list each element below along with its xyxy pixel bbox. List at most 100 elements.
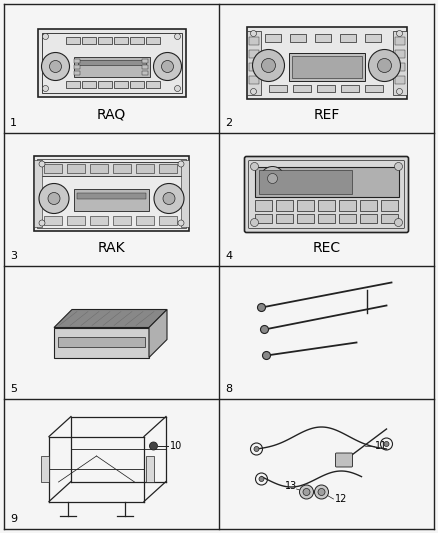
Circle shape xyxy=(314,485,328,499)
Circle shape xyxy=(300,485,314,499)
Bar xyxy=(254,200,272,211)
Bar xyxy=(340,85,358,92)
Bar xyxy=(247,30,261,94)
Circle shape xyxy=(259,477,264,481)
Bar xyxy=(141,70,148,75)
Circle shape xyxy=(178,220,184,226)
Bar xyxy=(248,36,258,44)
Text: 9: 9 xyxy=(10,514,17,524)
Bar xyxy=(292,55,361,77)
Bar xyxy=(395,50,405,58)
Polygon shape xyxy=(54,310,167,327)
Bar xyxy=(360,200,377,211)
Bar xyxy=(146,456,154,482)
Bar xyxy=(318,200,335,211)
Bar xyxy=(136,215,154,224)
Circle shape xyxy=(153,52,181,80)
Bar xyxy=(37,159,186,228)
Bar xyxy=(159,164,177,173)
Circle shape xyxy=(174,85,180,92)
Circle shape xyxy=(252,50,285,82)
Bar xyxy=(181,160,189,227)
Bar xyxy=(293,85,311,92)
Bar xyxy=(289,52,364,80)
Bar xyxy=(159,215,177,224)
Circle shape xyxy=(368,50,400,82)
Bar xyxy=(395,76,405,84)
Circle shape xyxy=(251,30,257,36)
Bar xyxy=(339,214,356,223)
Bar xyxy=(130,80,144,87)
Bar xyxy=(54,327,149,358)
Circle shape xyxy=(261,166,285,190)
Circle shape xyxy=(384,441,389,447)
Text: 10: 10 xyxy=(170,441,182,451)
Bar xyxy=(74,56,149,77)
Bar xyxy=(77,192,146,198)
Bar xyxy=(339,200,356,211)
Circle shape xyxy=(42,85,49,92)
Bar xyxy=(364,34,381,42)
Circle shape xyxy=(268,174,278,183)
Bar xyxy=(290,34,305,42)
Bar xyxy=(81,80,95,87)
Text: 3: 3 xyxy=(10,251,17,261)
Bar xyxy=(145,36,159,44)
Text: REC: REC xyxy=(312,241,341,255)
Bar xyxy=(44,215,62,224)
Bar xyxy=(81,36,95,44)
Circle shape xyxy=(49,61,61,72)
Bar xyxy=(297,214,314,223)
Circle shape xyxy=(261,326,268,334)
Polygon shape xyxy=(149,310,167,358)
Circle shape xyxy=(48,192,60,205)
Circle shape xyxy=(162,61,173,72)
Bar xyxy=(90,215,108,224)
Bar xyxy=(381,214,398,223)
Bar xyxy=(34,156,189,231)
Bar xyxy=(317,85,335,92)
Circle shape xyxy=(378,59,392,72)
Bar xyxy=(314,34,331,42)
Circle shape xyxy=(154,183,184,214)
Bar xyxy=(136,164,154,173)
Bar xyxy=(40,162,183,176)
Bar xyxy=(113,164,131,173)
Bar xyxy=(34,160,42,227)
Circle shape xyxy=(396,88,403,94)
Bar xyxy=(141,59,148,62)
Bar xyxy=(67,215,85,224)
Bar xyxy=(145,80,159,87)
Text: REF: REF xyxy=(313,108,340,122)
Text: RAQ: RAQ xyxy=(97,108,126,122)
Bar xyxy=(130,36,144,44)
Text: 12: 12 xyxy=(335,494,347,504)
Circle shape xyxy=(395,163,403,171)
Bar xyxy=(247,27,406,99)
Circle shape xyxy=(303,489,310,496)
Bar xyxy=(254,214,272,223)
Bar xyxy=(74,59,80,62)
Bar xyxy=(268,85,286,92)
Circle shape xyxy=(174,34,180,39)
Text: 8: 8 xyxy=(225,384,232,394)
Circle shape xyxy=(251,88,257,94)
Circle shape xyxy=(258,303,265,311)
Circle shape xyxy=(251,219,258,227)
Bar xyxy=(113,36,127,44)
Bar xyxy=(38,28,186,96)
Circle shape xyxy=(395,219,403,227)
Bar xyxy=(360,214,377,223)
Circle shape xyxy=(178,161,184,167)
Circle shape xyxy=(39,220,45,226)
Bar xyxy=(265,34,280,42)
Bar xyxy=(58,336,145,347)
Circle shape xyxy=(396,30,403,36)
Bar xyxy=(74,189,149,211)
Text: 5: 5 xyxy=(10,384,17,394)
Text: 1: 1 xyxy=(10,118,17,128)
Bar xyxy=(254,166,399,197)
Circle shape xyxy=(262,351,271,359)
FancyBboxPatch shape xyxy=(244,157,409,232)
Bar xyxy=(248,50,258,58)
